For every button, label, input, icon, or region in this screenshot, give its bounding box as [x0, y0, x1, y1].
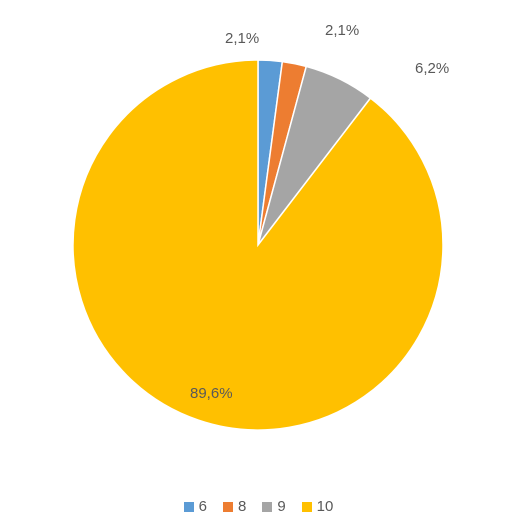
pie-slice-10	[73, 60, 443, 430]
legend-swatch-icon	[262, 502, 272, 512]
legend-item-9: 9	[262, 498, 285, 515]
legend-label: 6	[199, 498, 207, 515]
legend: 6 8 9 10	[0, 498, 517, 517]
legend-label: 8	[238, 498, 246, 515]
legend-item-8: 8	[223, 498, 246, 515]
data-label-10: 89,6%	[190, 385, 233, 402]
data-label-9: 6,2%	[415, 60, 449, 77]
legend-swatch-icon	[302, 502, 312, 512]
pie-chart: 2,1% 2,1% 6,2% 89,6% 6 8 9 10	[0, 0, 517, 524]
legend-swatch-icon	[223, 502, 233, 512]
pie-svg	[0, 0, 517, 524]
legend-label: 9	[277, 498, 285, 515]
legend-swatch-icon	[184, 502, 194, 512]
legend-label: 10	[317, 498, 334, 515]
data-label-8: 2,1%	[325, 22, 359, 39]
data-label-6: 2,1%	[225, 30, 259, 47]
legend-item-6: 6	[184, 498, 207, 515]
legend-item-10: 10	[302, 498, 334, 515]
